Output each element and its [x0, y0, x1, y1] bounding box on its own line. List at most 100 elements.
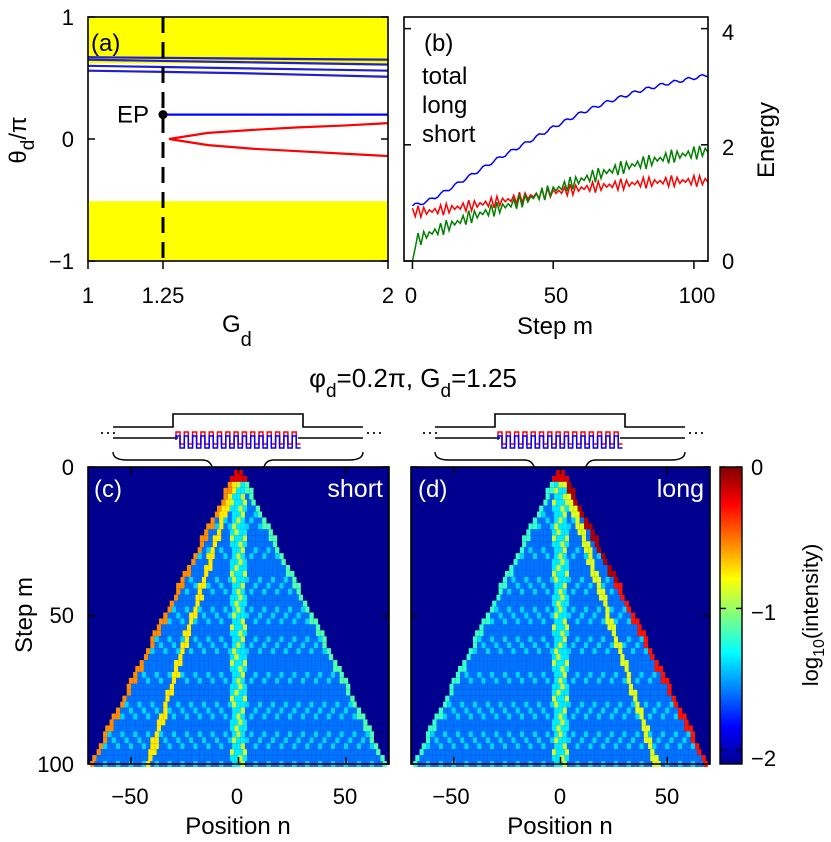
- d-heat-cell: [532, 588, 538, 595]
- c-heat-cell: [214, 582, 220, 589]
- c-heat-cell: [223, 576, 228, 583]
- d-heat-cell: [571, 618, 576, 625]
- d-heat-cell: [628, 719, 634, 726]
- d-heat-cell: [624, 683, 629, 690]
- c-heat-cell: [279, 642, 284, 649]
- d-heat-cell: [556, 499, 561, 506]
- c-heat-cell: [137, 713, 142, 720]
- d-heat-cell: [571, 737, 576, 744]
- d-heat-cell: [575, 648, 580, 655]
- c-heat-cell: [292, 701, 297, 708]
- d-heat-cell: [483, 719, 488, 726]
- c-ytick-label-0: 0: [62, 455, 74, 480]
- c-heat-cell: [242, 529, 248, 536]
- d-heat-cell: [498, 701, 503, 708]
- c-heat-cell: [212, 565, 217, 571]
- c-heat-cell: [244, 648, 250, 655]
- c-heat-cell: [221, 565, 226, 571]
- c-heat-cell: [236, 582, 241, 589]
- d-heat-cell: [558, 606, 563, 613]
- d-heat-cell: [502, 648, 508, 655]
- d-heat-cell: [620, 630, 625, 637]
- c-xtick-label-0: 0: [231, 784, 243, 809]
- c-heat-cell: [141, 671, 147, 678]
- c-heat-cell: [186, 565, 192, 571]
- d-heat-cell: [607, 624, 612, 631]
- d-heat-cell: [586, 529, 591, 536]
- d-heat-cell: [637, 630, 642, 637]
- d-heat-cell: [569, 749, 574, 756]
- d-heat-cell: [494, 701, 499, 708]
- c-heat-cell: [309, 743, 314, 750]
- c-heat-cell: [178, 683, 183, 690]
- d-heat-cell: [613, 636, 619, 643]
- d-heat-cell: [566, 731, 572, 738]
- d-heat-cell: [663, 755, 668, 762]
- c-heat-cell: [232, 636, 237, 643]
- c-heat-cell: [315, 630, 321, 637]
- d-heat-cell: [532, 701, 538, 708]
- d-heat-cell: [601, 618, 606, 625]
- d-heat-cell: [667, 695, 672, 702]
- d-heat-cell: [545, 731, 550, 738]
- c-heat-cell: [109, 719, 114, 726]
- c-heat-cell: [326, 677, 331, 684]
- d-heat-cell: [487, 695, 493, 702]
- colorbar-label-sub: 10: [811, 639, 828, 657]
- c-heat-cell: [227, 743, 233, 750]
- d-heat-cell: [432, 719, 437, 726]
- c-heat-cell: [171, 707, 177, 714]
- c-heat-cell: [242, 719, 248, 726]
- d-heat-cell: [658, 683, 664, 690]
- c-heat-cell: [143, 719, 149, 726]
- c-heat-cell: [169, 624, 174, 631]
- d-heat-cell: [451, 737, 456, 744]
- d-heat-cell: [498, 618, 503, 625]
- c-heat-cell: [180, 713, 185, 720]
- c-heat-cell: [176, 606, 181, 613]
- c-heat-cell: [201, 636, 207, 643]
- d-heat-cell: [605, 582, 610, 589]
- d-heat-cell: [526, 719, 531, 726]
- d-heat-cell: [549, 553, 555, 560]
- d-heat-cell: [596, 677, 602, 684]
- d-heat-cell: [483, 654, 488, 661]
- c-heat-cell: [184, 648, 190, 655]
- d-heat-cell: [532, 636, 538, 643]
- c-heat-cell: [292, 642, 297, 649]
- c-heat-cell: [346, 749, 351, 756]
- d-heat-cell: [592, 636, 597, 643]
- c-heat-cell: [326, 713, 331, 720]
- d-heat-cell: [571, 588, 576, 595]
- d-heat-cell: [551, 654, 557, 661]
- d-heat-cell: [541, 582, 546, 589]
- d-heat-cell: [562, 618, 567, 625]
- c-heat-cell: [247, 499, 252, 506]
- d-heat-cell: [616, 600, 621, 607]
- d-heat-cell: [624, 749, 629, 756]
- d-heat-cell: [479, 665, 484, 672]
- c-heat-cell: [135, 749, 140, 756]
- c-heat-cell: [255, 570, 260, 577]
- c-heat-cell: [150, 713, 155, 720]
- c-heat-cell: [322, 636, 327, 643]
- c-heat-cell: [240, 511, 245, 518]
- c-heat-cell: [113, 719, 119, 726]
- c-heat-cell: [290, 654, 295, 661]
- d-heat-cell: [460, 713, 465, 720]
- d-heat-cell: [524, 618, 529, 625]
- d-heat-cell: [648, 701, 653, 708]
- c-heat-cell: [217, 600, 222, 607]
- d-heat-cell: [562, 737, 567, 744]
- d-heat-cell: [677, 707, 683, 714]
- d-heat-cell: [434, 731, 439, 738]
- d-heat-cell: [611, 695, 617, 702]
- d-heat-cell: [504, 660, 510, 666]
- c-heat-cell: [352, 737, 357, 744]
- c-heat-cell: [234, 660, 239, 666]
- c-heat-cell: [229, 594, 235, 601]
- d-heat-cell: [571, 576, 576, 583]
- d-heat-cell: [648, 671, 653, 678]
- d-heat-cell: [616, 630, 621, 637]
- b-lines: [411, 73, 709, 262]
